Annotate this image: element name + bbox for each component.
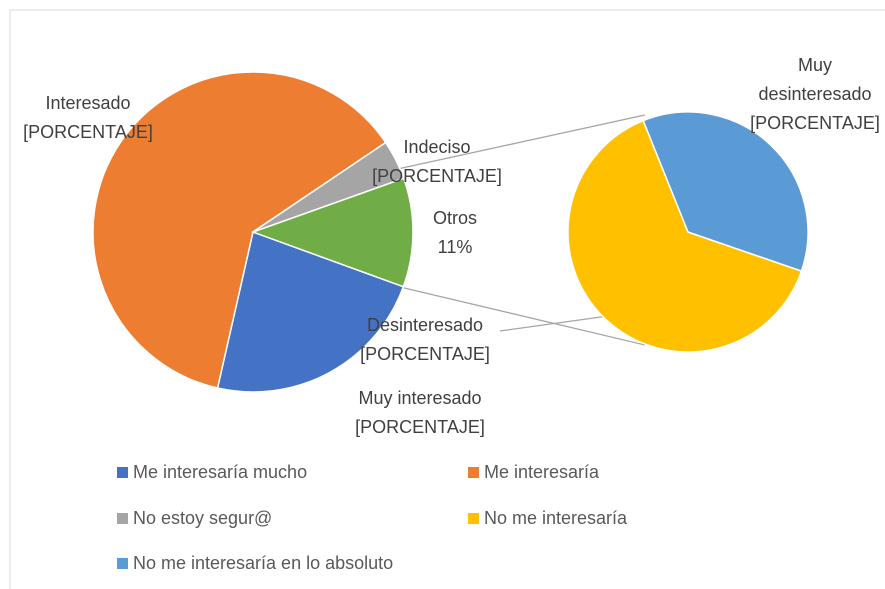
data-label-name: Indeciso (403, 137, 471, 157)
data-label: Muy desinteresado [PORCENTAJE] (740, 51, 885, 138)
data-label: Muy interesado [PORCENTAJE] (355, 384, 485, 442)
data-label-value: [PORCENTAJE] (750, 113, 880, 133)
legend-swatch (117, 466, 128, 478)
data-label-value: 11% (437, 237, 473, 257)
data-label: Indeciso [PORCENTAJE] (372, 133, 502, 191)
chart-border (9, 9, 885, 589)
legend-swatch (468, 466, 479, 478)
legend-swatch (117, 557, 128, 569)
legend-label: No me interesaría (484, 507, 628, 528)
data-label-value: [PORCENTAJE] (360, 344, 490, 364)
pie-slice (642, 111, 809, 273)
data-label-value: [PORCENTAJE] (23, 122, 153, 142)
legend-entry: No me interesaría (468, 506, 627, 530)
data-label-value: [PORCENTAJE] (355, 417, 485, 437)
data-label-name: Desinteresado (366, 315, 484, 335)
leader-line (499, 315, 609, 332)
legend-label: No me interesaría en lo absoluto (133, 552, 394, 573)
data-label: Otros 11% (433, 204, 477, 262)
legend-entry: No me interesaría en lo absoluto (117, 551, 393, 575)
data-label-name: Muy desinteresado (758, 55, 872, 104)
legend-label: No estoy segur@ (133, 507, 273, 528)
legend-swatch (117, 512, 128, 524)
data-label: Interesado [PORCENTAJE] (23, 89, 153, 147)
legend-entry: Me interesaría (468, 460, 599, 484)
data-label-name: Otros (432, 208, 478, 228)
legend-entry: No estoy segur@ (117, 506, 272, 530)
pie-slice (567, 119, 803, 353)
pie-slice (216, 231, 405, 393)
legend-swatch (468, 512, 479, 524)
legend-label: Me interesaría (484, 461, 600, 482)
data-label-name: Muy interesado (358, 388, 482, 408)
pie-slice (250, 177, 414, 288)
pie-slice (92, 71, 387, 389)
connector-line (392, 114, 646, 171)
data-label-name: Interesado (45, 93, 131, 113)
data-label-value: [PORCENTAJE] (372, 166, 502, 186)
connector-line (399, 286, 646, 346)
legend-label: Me interesaría mucho (133, 461, 308, 482)
legend-entry: Me interesaría mucho (117, 460, 307, 484)
data-label: Desinteresado [PORCENTAJE] (360, 311, 490, 369)
